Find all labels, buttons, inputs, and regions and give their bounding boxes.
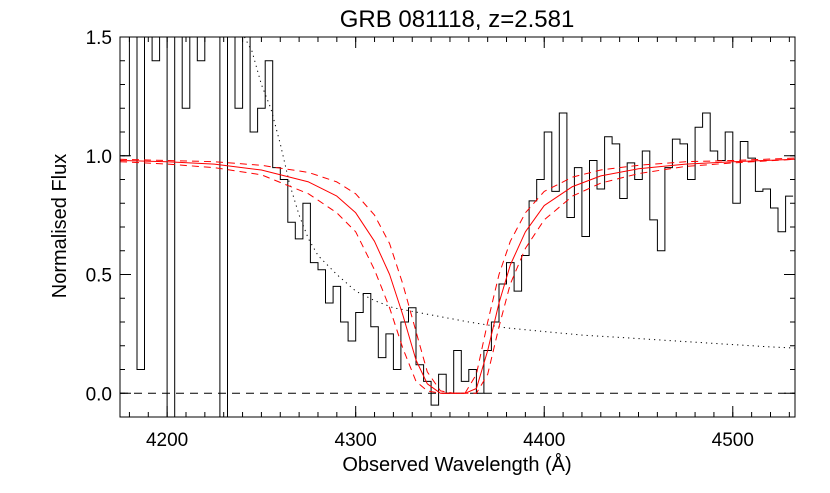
series-3-dashed-line bbox=[120, 158, 795, 394]
series-1-dotted-line bbox=[243, 37, 795, 349]
plot-frame bbox=[119, 36, 796, 418]
series-2-solid-line bbox=[120, 158, 795, 394]
y-axis-label: Normalised Flux bbox=[49, 154, 71, 298]
x-axis-label: Observed Wavelength (Å) bbox=[342, 453, 571, 476]
x-tick-label: 4300 bbox=[335, 430, 377, 451]
chart-title: GRB 081118, z=2.581 bbox=[340, 6, 575, 33]
x-tick-label: 4200 bbox=[146, 430, 188, 451]
series-layer bbox=[120, 37, 795, 417]
plot-content bbox=[120, 37, 795, 417]
x-tick-label: 4500 bbox=[712, 430, 754, 451]
series-4-dashed-line bbox=[120, 157, 795, 394]
y-tick-label: 1.0 bbox=[86, 147, 112, 168]
axes-layer: 4200 4300 4400 4500 0.0 0.5 1.0 1.5 bbox=[86, 28, 796, 451]
series-0-histogram-line bbox=[121, 37, 794, 417]
y-tick-label: 0.5 bbox=[86, 266, 112, 287]
x-tick-label: 4400 bbox=[523, 430, 565, 451]
y-tick-label: 0.0 bbox=[86, 384, 112, 405]
y-tick-label: 1.5 bbox=[86, 28, 112, 49]
